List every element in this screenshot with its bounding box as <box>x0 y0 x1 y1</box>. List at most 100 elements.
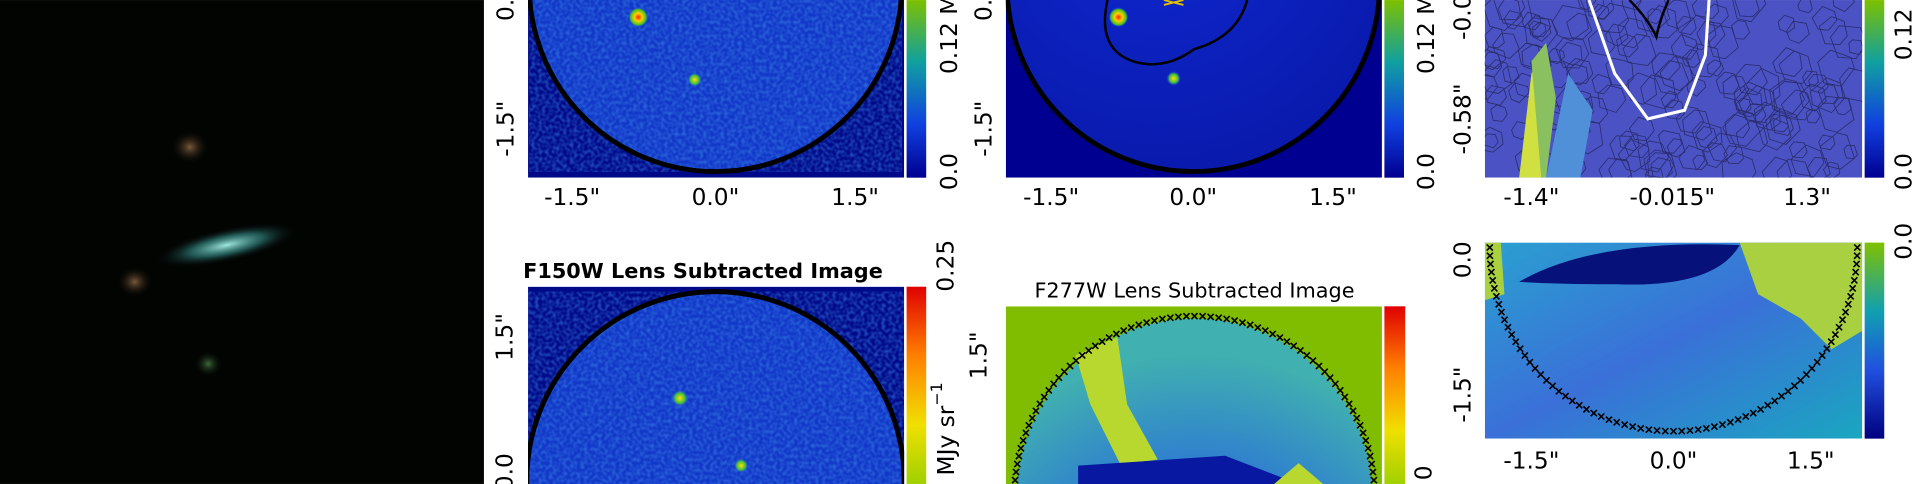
mask-marker <box>1331 380 1339 388</box>
cell <box>1769 78 1806 115</box>
cell <box>1624 133 1650 159</box>
cell <box>1691 121 1723 153</box>
cell <box>1566 12 1593 40</box>
cell <box>1650 157 1673 178</box>
cell <box>1484 59 1513 94</box>
mask-marker <box>1321 368 1329 376</box>
cell <box>1566 58 1594 84</box>
mask-marker <box>1853 243 1861 252</box>
cell <box>1722 74 1750 102</box>
cell <box>1808 73 1829 94</box>
cell <box>1616 33 1639 58</box>
mask-marker <box>1500 316 1509 324</box>
y-tick-label: -0.0 <box>1450 0 1477 40</box>
mask-marker <box>1629 423 1637 431</box>
cell <box>1609 135 1638 162</box>
mask-marker <box>1852 260 1861 268</box>
cell <box>1731 20 1751 40</box>
cell <box>1773 114 1794 136</box>
mask-marker <box>1790 382 1799 390</box>
colorbar-tick-label: 0.0 <box>1891 153 1918 190</box>
mask-marker <box>1512 338 1520 346</box>
colorbar <box>1384 306 1406 484</box>
mask-marker <box>1853 252 1861 260</box>
cell <box>1733 87 1763 118</box>
cell <box>1598 157 1633 178</box>
x-tick-label: 0.0" <box>1169 184 1217 211</box>
cell <box>1508 82 1530 104</box>
cell <box>1484 133 1499 149</box>
y-tick-label: -1.5" <box>493 101 520 157</box>
image-panel <box>528 0 905 178</box>
mask-marker <box>1621 421 1629 429</box>
cell <box>1497 0 1533 28</box>
colorbar <box>906 0 927 178</box>
mask-marker <box>1098 337 1106 346</box>
mask-marker <box>1120 326 1128 335</box>
cell <box>1706 59 1724 77</box>
colorbar-tick-label: 0.0 <box>1891 223 1918 260</box>
cell <box>1490 104 1508 122</box>
mask-marker <box>1290 342 1298 350</box>
cell <box>1670 33 1699 60</box>
mask-marker <box>1050 380 1058 388</box>
mask-marker <box>1366 452 1374 460</box>
mask-marker <box>1207 313 1215 321</box>
cell <box>1660 90 1680 109</box>
cell <box>1664 99 1685 120</box>
cell <box>1647 8 1664 25</box>
cell <box>1811 6 1838 31</box>
mask-marker <box>1315 362 1323 370</box>
x-tick-label: 0.0" <box>1650 447 1698 474</box>
mask-marker <box>1796 376 1805 384</box>
mask-marker <box>1661 427 1669 435</box>
cell <box>1722 109 1761 147</box>
mask-marker <box>1537 370 1545 379</box>
mask-marker <box>1831 330 1839 339</box>
mask-marker <box>1637 424 1645 432</box>
cell <box>1738 84 1778 124</box>
cell <box>1644 166 1664 178</box>
mask-marker <box>1309 356 1317 365</box>
x-tick-label: -1.5" <box>1503 447 1559 474</box>
cell <box>1773 80 1811 119</box>
mask-marker <box>1718 421 1727 429</box>
mask-marker <box>1605 415 1613 424</box>
image-panel <box>528 286 905 484</box>
mask-marker <box>1486 252 1494 260</box>
mask-marker <box>1521 351 1529 360</box>
cell <box>1788 141 1808 159</box>
mask-marker <box>1784 387 1792 395</box>
cell <box>1577 0 1597 11</box>
mask-marker <box>1835 323 1843 331</box>
mask-marker <box>1710 423 1719 431</box>
cell <box>1617 17 1648 49</box>
mask-marker <box>1013 460 1021 468</box>
mask-marker <box>1364 444 1372 452</box>
mask-marker <box>1246 321 1254 329</box>
mask-marker <box>1492 292 1501 301</box>
mask-marker <box>1369 468 1377 476</box>
cell <box>1780 89 1814 121</box>
mask-marker <box>1028 414 1036 422</box>
mask-marker <box>1702 424 1710 432</box>
cell <box>1608 158 1633 178</box>
cell <box>1705 3 1729 28</box>
x-tick-label: 0.0" <box>692 184 740 211</box>
colorbar-label-exponent: −1 <box>927 382 946 405</box>
mask-marker <box>1190 312 1199 320</box>
mask-marker <box>1198 312 1207 320</box>
mask-marker <box>1025 421 1033 430</box>
mask-marker <box>1653 426 1661 435</box>
mask-marker <box>1575 401 1583 409</box>
cell <box>1502 66 1520 84</box>
mask-marker <box>1022 429 1030 437</box>
cell <box>1695 125 1718 149</box>
mask-marker <box>1808 364 1816 373</box>
cell <box>1555 37 1590 69</box>
colorbar <box>1864 242 1885 439</box>
cell <box>1586 0 1615 20</box>
cell <box>1778 50 1813 85</box>
mask-marker <box>1032 407 1040 415</box>
